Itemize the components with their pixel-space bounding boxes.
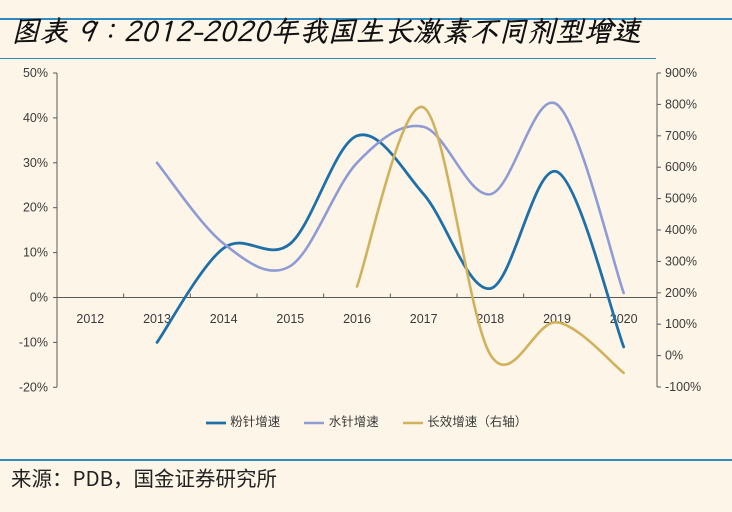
svg-text:30%: 30%: [23, 156, 48, 170]
svg-text:-10%: -10%: [19, 335, 48, 349]
svg-text:10%: 10%: [23, 246, 48, 260]
svg-text:40%: 40%: [23, 111, 48, 125]
svg-text:2018: 2018: [476, 312, 504, 326]
svg-text:300%: 300%: [665, 254, 697, 268]
svg-text:0%: 0%: [30, 291, 48, 305]
svg-text:700%: 700%: [665, 129, 697, 143]
svg-text:800%: 800%: [665, 97, 697, 111]
svg-text:2015: 2015: [276, 312, 304, 326]
svg-text:400%: 400%: [665, 223, 697, 237]
svg-text:2012: 2012: [76, 312, 104, 326]
svg-text:2016: 2016: [343, 312, 371, 326]
svg-text:500%: 500%: [665, 192, 697, 206]
svg-text:200%: 200%: [665, 286, 697, 300]
svg-text:2013: 2013: [143, 312, 171, 326]
svg-text:-20%: -20%: [19, 380, 48, 394]
svg-text:600%: 600%: [665, 160, 697, 174]
svg-text:2017: 2017: [410, 312, 438, 326]
svg-text:900%: 900%: [665, 66, 697, 80]
svg-text:100%: 100%: [665, 317, 697, 331]
svg-text:20%: 20%: [23, 201, 48, 215]
svg-text:-100%: -100%: [665, 380, 701, 394]
svg-text:50%: 50%: [23, 66, 48, 80]
svg-text:0%: 0%: [665, 349, 683, 363]
svg-text:2014: 2014: [210, 312, 238, 326]
